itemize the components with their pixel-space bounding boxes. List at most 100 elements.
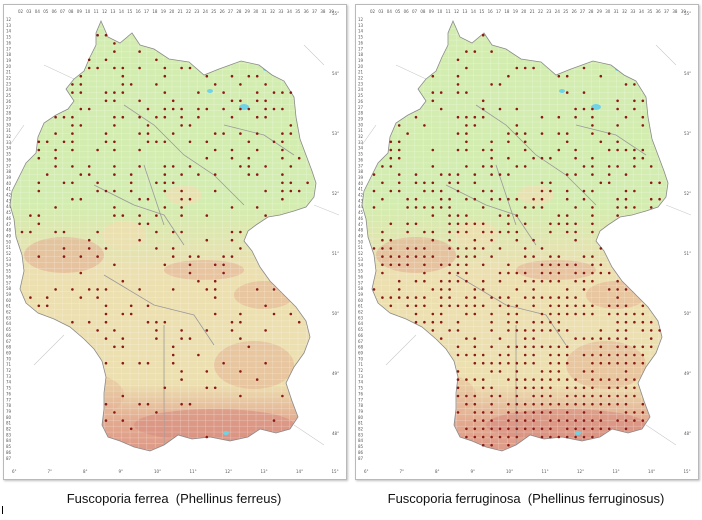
occurrence-dot	[121, 279, 125, 283]
occurrence-dot	[406, 247, 409, 250]
occurrence-dot	[473, 181, 477, 185]
longitude-label: 10°	[506, 469, 513, 474]
grid-column-label: 30	[605, 9, 611, 14]
grid-row-label: 83	[6, 432, 12, 437]
occurrence-dot	[490, 427, 493, 431]
occurrence-dot	[306, 181, 309, 185]
latitude-label: 54°	[684, 71, 691, 76]
occurrence-dot	[423, 181, 426, 185]
map-panel-right: 02 03 04 05 06 07 08 09 10 11 12 13 14 15 16 17 18 19 20 21…	[355, 4, 699, 480]
occurrence-dot	[180, 378, 183, 381]
occurrence-dot	[498, 304, 502, 308]
occurrence-dot	[532, 329, 535, 332]
occurrence-dot	[113, 115, 116, 119]
occurrence-dot	[414, 173, 418, 176]
occurrence-dot	[163, 320, 167, 324]
occurrence-dot	[633, 361, 636, 365]
occurrence-dot	[557, 222, 561, 226]
occurrence-dot	[532, 419, 535, 422]
country-outline	[361, 19, 669, 452]
grid-row-label: 15	[6, 35, 12, 40]
grid-column-label: 36	[656, 9, 662, 14]
occurrence-dot	[113, 66, 116, 70]
occurrence-dot	[297, 189, 301, 193]
occurrence-dot	[473, 361, 477, 365]
occurrence-dot	[532, 279, 535, 283]
occurrence-dot	[389, 296, 393, 299]
grid-row-label: 84	[358, 438, 364, 443]
grid-column-label: 12	[454, 9, 460, 14]
occurrence-dot	[423, 247, 426, 250]
occurrence-dot	[397, 140, 401, 144]
grid-row-label: 54	[358, 263, 364, 268]
occurrence-dot	[180, 402, 183, 406]
occurrence-dot	[490, 140, 493, 144]
occurrence-dot	[507, 435, 510, 439]
occurrence-dot	[582, 402, 586, 406]
occurrence-dot	[414, 304, 418, 308]
occurrence-dot	[582, 288, 586, 291]
occurrence-dot	[540, 386, 544, 390]
grid-row-label: 29	[358, 116, 364, 121]
occurrence-dot	[641, 402, 645, 406]
occurrence-dot	[507, 378, 510, 381]
occurrence-dot	[591, 263, 594, 267]
occurrence-dot	[557, 419, 561, 422]
occurrence-dot	[607, 394, 611, 398]
occurrence-dot	[448, 206, 451, 209]
occurrence-dot	[633, 419, 636, 422]
occurrence-dot	[239, 312, 242, 316]
latitude-label: 48°	[332, 431, 339, 436]
occurrence-dot	[230, 156, 234, 160]
grid-row-label: 12	[6, 17, 12, 22]
occurrence-dot	[582, 427, 586, 431]
occurrence-dot	[456, 411, 460, 414]
occurrence-dot	[540, 132, 544, 135]
occurrence-dot	[481, 361, 485, 365]
occurrence-dot	[397, 189, 401, 193]
occurrence-dot	[532, 288, 535, 291]
map-panel-left: 02 03 04 05 06 07 08 09 10 11 12 13 14 15 16 17 18 19 20 21…	[3, 4, 347, 480]
occurrence-dot	[96, 33, 99, 37]
occurrence-dot	[406, 197, 409, 201]
grid-column-label: 30	[253, 9, 259, 14]
occurrence-dot	[281, 173, 284, 176]
occurrence-dot	[255, 288, 259, 291]
occurrence-dot	[582, 435, 586, 439]
occurrence-dot	[448, 181, 451, 185]
occurrence-dot	[523, 419, 527, 422]
occurrence-dot	[607, 386, 611, 390]
occurrence-dot	[79, 271, 83, 275]
longitude-label: 11°	[542, 469, 549, 474]
grid-row-label: 47	[6, 222, 12, 227]
occurrence-dot	[481, 165, 485, 168]
occurrence-dot	[129, 312, 133, 316]
occurrence-dot	[180, 329, 183, 332]
occurrence-dot	[574, 386, 577, 390]
occurrence-dot	[456, 74, 460, 78]
occurrence-dot	[104, 320, 108, 324]
lake	[223, 431, 229, 435]
occurrence-dot	[481, 419, 485, 422]
occurrence-dot	[624, 378, 628, 381]
occurrence-dot	[599, 402, 603, 406]
occurrence-dot	[490, 238, 493, 242]
occurrence-dot	[37, 222, 41, 226]
occurrence-dot	[247, 74, 251, 78]
occurrence-dot	[591, 361, 594, 365]
grid-column-label: 27	[580, 9, 586, 14]
grid-column-label: 02	[18, 9, 24, 14]
grid-row-label: 81	[6, 421, 12, 426]
occurrence-dot	[439, 288, 443, 291]
occurrence-dot	[532, 66, 535, 70]
occurrence-dot	[456, 370, 460, 373]
occurrence-dot	[121, 74, 125, 78]
occurrence-dot	[523, 402, 527, 406]
occurrence-dot	[523, 411, 527, 414]
occurrence-dot	[381, 247, 384, 250]
occurrence-dot	[523, 337, 527, 340]
occurrence-dot	[624, 312, 628, 316]
occurrence-dot	[565, 189, 569, 193]
occurrence-dot	[523, 386, 527, 390]
occurrence-dot	[197, 107, 200, 111]
